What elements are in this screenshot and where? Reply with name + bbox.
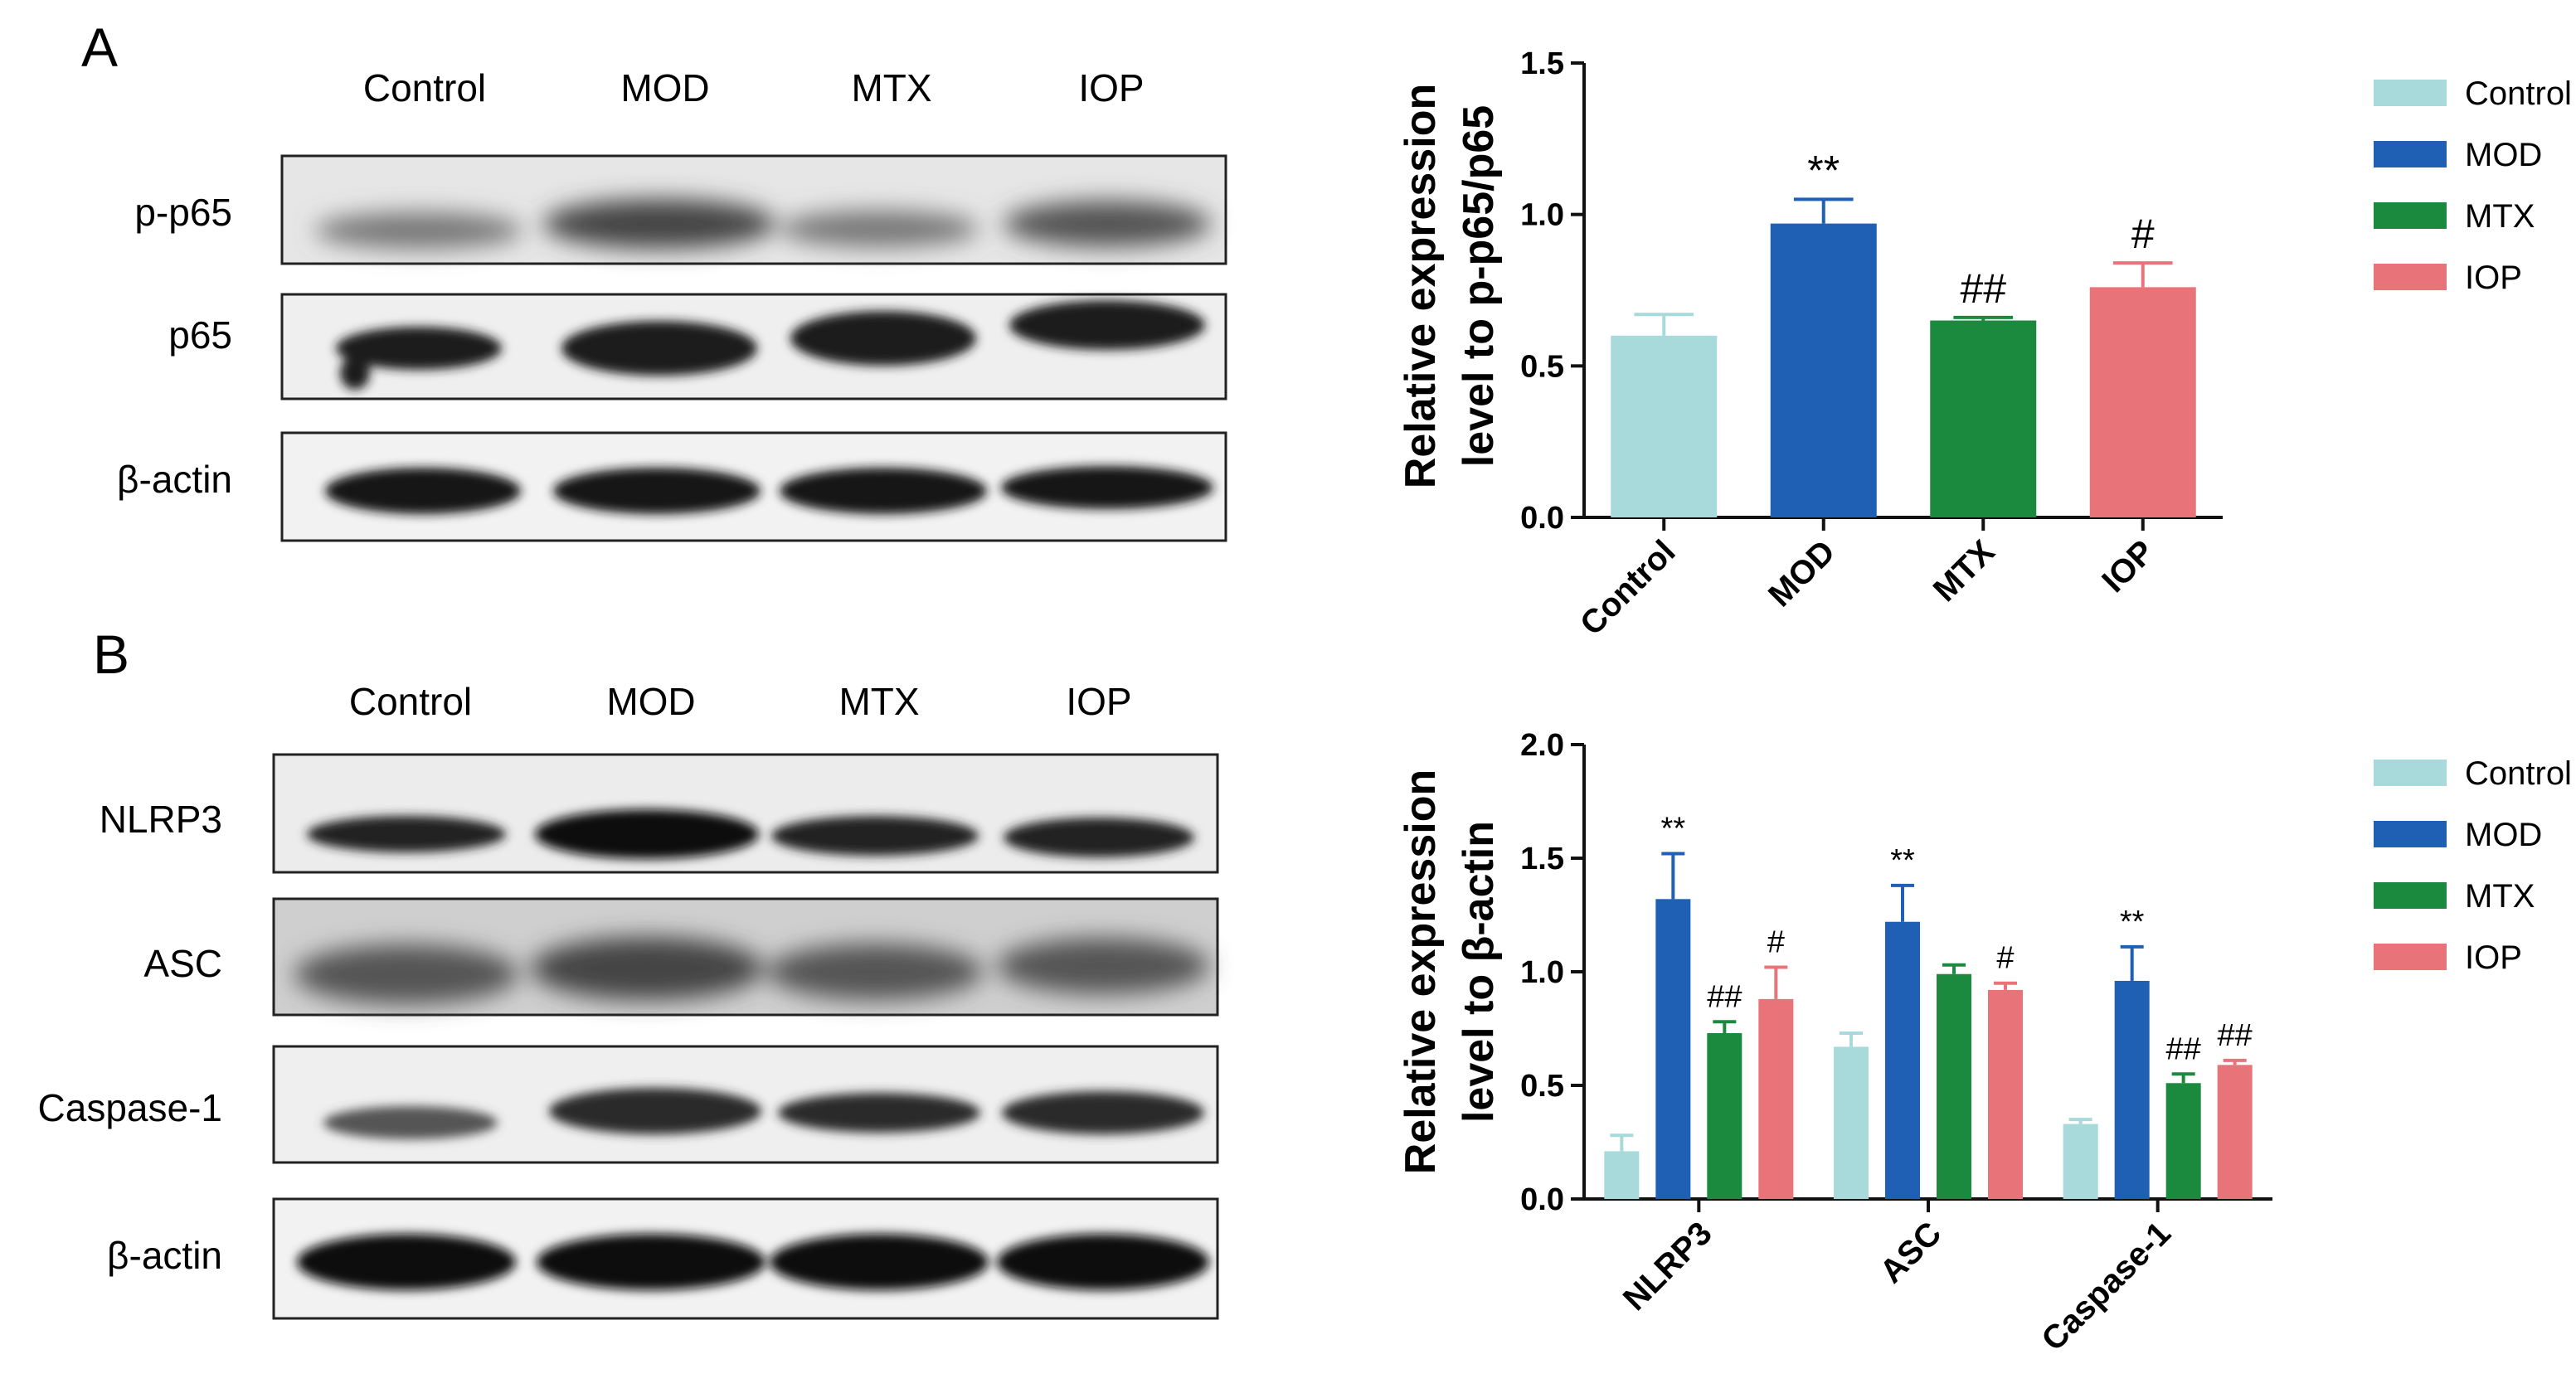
chart2-y-tick-label: 1.5 [1520,842,1564,876]
chart2-legend-label: MOD [2465,817,2542,853]
blot-strip-asc [272,897,1219,1017]
chart1-legend-label: IOP [2465,260,2522,296]
blot-strip-caspase-1 [272,1045,1219,1164]
blot-strip-nlrp3 [272,753,1219,874]
chart1-ylabel-line2: level to p-p65/p65 [1455,105,1503,467]
panel-b-letter: B [93,624,129,685]
panel-a-letter: A [81,17,118,78]
chart1-legend: Control MOD MTX IOP [2374,75,2572,296]
chart1-legend-label: MTX [2465,198,2535,235]
chart2-significance-mark: # [1996,941,2014,976]
chart2-legend-label: IOP [2465,939,2522,976]
chart2-legend-label: Control [2465,755,2572,792]
chart2-legend: Control MOD MTX IOP [2374,755,2572,976]
chart1-ylabel-line1: Relative expression [1397,84,1445,488]
chart1-legend-label: MOD [2465,137,2542,173]
chart2-significance-mark: ** [1890,843,1915,878]
chart2-y-tick-label: 0.5 [1520,1069,1564,1104]
chart2-y-tick-label: 0.0 [1520,1182,1564,1217]
chart1-significance-mark: ** [1807,147,1840,193]
panel-b-row-label: Caspase-1 [38,1086,222,1129]
panel-b-row-label: ASC [143,942,222,985]
chart1-y-tick-label: 1.0 [1520,198,1564,233]
chart2-significance-mark: # [1767,925,1785,960]
panel-b-row-label: β-actin [107,1234,222,1277]
panel-b-lane-label: Control [349,680,472,723]
panel-a-lane-label: MOD [620,66,709,109]
chart2-x-tick-label: ASC [1874,1215,1949,1290]
chart2-legend-label: MTX [2465,878,2535,915]
chart1-bars: Control ** MOD ## MTX # IOP [1573,147,2196,643]
chart2-bars: **###NLRP3**#ASC**## ##Caspase-1 [1604,812,2253,1358]
panel-b-lane-label: MOD [606,680,695,723]
chart1-x-tick-label: MTX [1927,533,2002,609]
chart2-ylabel-line1: Relative expression [1397,769,1445,1174]
chart-inflammasome: Relative expression level to β-actin 0.0… [1397,728,2572,1358]
chart2-bar [1937,973,1971,1199]
panel-b-lane-label: IOP [1066,680,1131,723]
chart2-significance-mark: ** [1661,812,1686,847]
panel-a-lane-label: MTX [851,66,931,109]
chart2-significance-mark: ## [2166,1031,2201,1066]
chart2-legend-swatch [2374,944,2447,970]
chart2-bar [2114,980,2150,1199]
chart2-legend-swatch [2374,760,2447,786]
chart2-legend-swatch [2374,882,2447,909]
chart1-x-tick-label: IOP [2095,533,2161,599]
chart2-bar [1707,1032,1742,1199]
chart2-significance-mark: ## [1707,979,1742,1014]
chart2-significance-mark: ## [2218,1018,2253,1053]
chart1-legend-swatch [2374,141,2447,167]
chart1-legend-swatch [2374,264,2447,290]
panel-a-lane-label: IOP [1078,66,1144,109]
chart2-bar [2217,1065,2253,1199]
blot-strip-p-p65 [280,154,1227,265]
panel-b-lane-label: MTX [838,680,919,723]
chart1-y-tick-label: 0.5 [1520,349,1564,384]
chart1-significance-mark: # [2131,211,2155,257]
chart2-ylabel-line2: level to β-actin [1455,821,1503,1123]
chart1-x-tick-label: Control [1573,533,1683,643]
chart2-x-tick-label: Caspase-1 [2034,1215,2178,1358]
chart2-bar [1655,899,1691,1199]
chart1-legend-label: Control [2465,75,2572,112]
panel-b-row-label: NLRP3 [100,798,222,841]
blot-strip-p65 [280,293,1227,400]
chart1-x-tick-label: MOD [1762,533,1842,614]
panel-a-row-label: p65 [168,313,232,357]
chart1-bar [2089,287,2196,517]
chart2-significance-mark: ** [2120,905,2145,939]
panel-a-row-label: β-actin [117,458,232,501]
panel-a-blot: A Control MOD MTX IOP p-p65 p65 β-actin [81,17,1227,542]
chart2-bar [2165,1083,2201,1199]
chart2-legend-swatch [2374,821,2447,847]
panel-a-row-label: p-p65 [134,191,232,234]
chart2-y-tick-label: 1.0 [1520,955,1564,990]
chart1-y-tick-label: 0.0 [1520,501,1564,536]
chart1-significance-mark: ## [1960,265,2006,312]
chart2-bar [1758,998,1794,1199]
panel-b-blot: B Control MOD MTX IOP NLRP3 ASC Caspase-… [38,624,1219,1320]
chart-p-p65: Relative expression level to p-p65/p65 0… [1397,46,2572,643]
blot-strip-beta-actin-a [280,431,1227,542]
chart2-bar [1988,989,2023,1199]
chart1-bar [1611,335,1718,517]
chart2-bar [2063,1124,2098,1199]
chart2-x-tick-label: NLRP3 [1616,1215,1719,1318]
chart1-bar [1770,223,1877,517]
chart1-legend-swatch [2374,202,2447,229]
chart2-y-tick-label: 2.0 [1520,728,1564,763]
chart2-bar [1604,1151,1640,1199]
chart1-legend-swatch [2374,80,2447,106]
blot-strip-beta-actin-b [272,1197,1219,1320]
chart2-bar [1834,1046,1869,1199]
chart1-y-tick-label: 1.5 [1520,46,1564,81]
chart2-bar [1885,921,1920,1199]
panel-a-lane-label: Control [363,66,486,109]
chart1-bar [1930,320,2037,517]
